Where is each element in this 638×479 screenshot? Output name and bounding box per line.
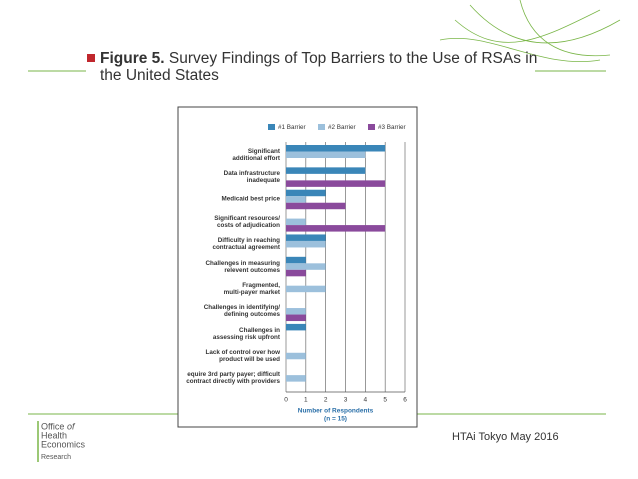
y-tick-label: Lack of control over how product will be… [205,349,280,364]
bar [286,202,346,210]
bar [286,167,366,174]
bar [286,218,306,226]
title-bullet [87,54,95,62]
decoration [439,0,621,62]
bar [286,269,306,277]
logo-text: Research [41,454,71,461]
bar [286,196,306,203]
x-tick-label: 1 [304,397,308,404]
bar [286,234,326,241]
footer: HTAi Tokyo May 2016 [452,431,559,443]
bar [286,225,386,232]
bar [286,308,306,315]
legend-swatch [268,124,275,130]
bar [286,263,326,270]
bar [286,323,306,331]
x-axis-label: Number of Respondents [298,408,374,415]
y-tick-label: Challenges in identifying/ defining outc… [203,304,280,319]
slide-title: Figure 5. Survey Findings of Top Barrier… [100,50,560,84]
y-tick-label: Medicaid best price [221,195,280,203]
bar [286,151,366,158]
title-label: Figure 5. [100,50,165,67]
logo-text: Economics [41,439,86,449]
y-tick-label: Significant additional effort [232,147,280,162]
logo-text: of [67,421,76,431]
y-tick-label: Difficulty in reaching contractual agree… [212,237,280,252]
legend-label: #3 Barrier [378,124,406,131]
bar [286,189,326,197]
x-tick-label: 6 [403,397,407,404]
x-tick-label: 4 [364,397,368,404]
legend-label: #1 Barrier [278,124,306,131]
bar [286,240,326,248]
x-tick-label: 3 [344,397,348,404]
y-tick-label: Challenges in measuring relevent outcome… [205,259,280,274]
bar [286,256,306,264]
y-tick-label: Fragmented, multi-payer market [223,281,280,296]
bar [286,285,326,293]
bar [286,352,306,360]
legend-label: #2 Barrier [328,124,356,131]
x-axis-label: (n = 15) [324,416,347,423]
logo-text: Office [41,421,64,431]
x-tick-label: 0 [284,397,288,404]
logo-text: Health [41,430,67,440]
legend-swatch [368,124,375,130]
y-tick-label: Significant resources/ costs of adjudica… [214,214,280,229]
y-tick-label: equire 3rd party payer; difficult contra… [186,371,280,386]
x-tick-label: 5 [383,397,387,404]
x-tick-label: 2 [324,397,328,404]
bar [286,375,306,382]
bar [286,314,306,322]
bar [286,180,386,187]
legend-swatch [318,124,325,130]
bar [286,145,386,152]
y-tick-label: Data infrastructure inadequate [223,170,280,185]
title-text: Survey Findings of Top Barriers to the U… [100,50,538,84]
y-tick-label: Challenges in assessing risk upfront [212,326,280,341]
